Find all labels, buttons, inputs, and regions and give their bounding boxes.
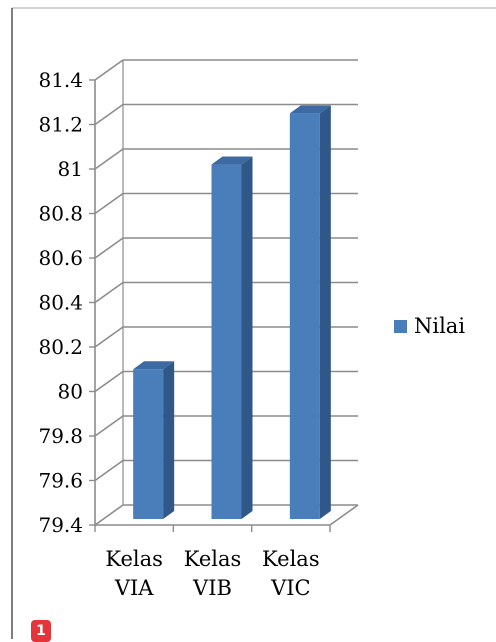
side-wall-gridline — [94, 237, 124, 259]
floor-right-edge — [329, 504, 359, 526]
x-tick-label: VIC — [270, 576, 311, 600]
y-tick-label: 81.4 — [38, 68, 83, 92]
y-tick-label: 80.2 — [38, 335, 83, 359]
bar — [133, 361, 175, 519]
side-wall-gridline — [94, 504, 124, 526]
bar-top — [133, 361, 175, 370]
side-wall-gridline — [94, 370, 124, 393]
bar-front — [289, 113, 320, 519]
bar — [211, 156, 253, 520]
bar-side — [241, 156, 253, 520]
x-tick-label: Kelas — [105, 547, 163, 571]
bar-side — [163, 361, 175, 519]
y-tick-label: 79.6 — [38, 469, 83, 493]
side-wall-gridline — [94, 281, 124, 304]
bar-front — [133, 369, 164, 519]
x-tick-label: VIA — [114, 576, 154, 600]
y-tick-label: 80.6 — [38, 246, 83, 270]
legend-label: Nilai — [414, 314, 465, 338]
side-wall-gridline — [94, 192, 124, 215]
page-number-badge: 1 — [31, 620, 51, 642]
bar-front — [211, 164, 242, 520]
x-tick-label: Kelas — [184, 547, 242, 571]
side-wall-gridline — [94, 459, 124, 482]
y-tick-label: 79.8 — [38, 424, 83, 448]
legend-swatch — [394, 320, 407, 333]
y-tick-label: 81 — [58, 157, 83, 181]
x-tick-label: Kelas — [262, 547, 320, 571]
side-wall-gridline — [94, 326, 124, 348]
x-tick-label: VIB — [192, 576, 232, 600]
y-tick-label: 81.2 — [38, 113, 83, 137]
side-wall-gridline — [94, 415, 124, 437]
y-tick-label: 80 — [58, 380, 83, 404]
side-wall-gridline — [94, 148, 124, 170]
bar-top — [289, 105, 331, 114]
bar-top — [211, 156, 253, 165]
bar-side — [319, 105, 331, 519]
y-tick-label: 80.8 — [38, 202, 83, 226]
y-tick-label: 79.4 — [38, 513, 83, 537]
y-tick-label: 80.4 — [38, 291, 83, 315]
bar — [289, 105, 331, 519]
side-wall-gridline — [94, 103, 124, 126]
side-wall-gridline — [94, 59, 124, 81]
